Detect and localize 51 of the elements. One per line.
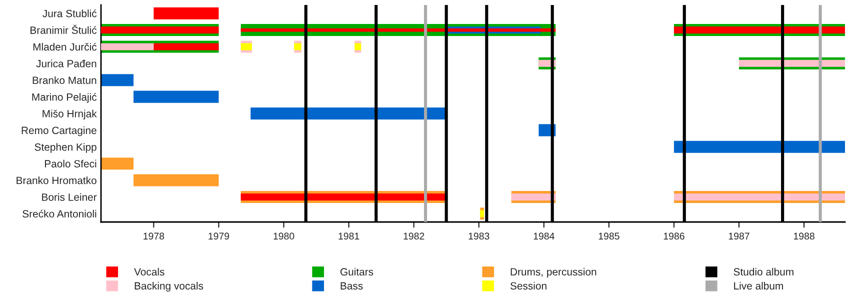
- bar: [294, 43, 302, 50]
- y-tick-label: Marino Pelajić: [32, 92, 97, 103]
- x-tick-label: 1978: [144, 232, 164, 240]
- x-tick-label: 1984: [534, 232, 554, 240]
- bar: [674, 26, 845, 34]
- bar: [101, 43, 154, 50]
- x-tick-label: 1983: [468, 232, 490, 240]
- y-tick-label: Jurica Pađen: [36, 60, 96, 68]
- legend-label: Backing vocals: [134, 282, 204, 292]
- bar: [674, 140, 845, 153]
- x-tick-label: 1988: [794, 232, 814, 240]
- y-tick-label: Boris Leiner: [42, 193, 97, 201]
- y-tick-label: Branimir Štulić: [30, 24, 97, 34]
- x-tick-label: 1981: [338, 232, 360, 240]
- bar: [738, 60, 845, 67]
- y-tick-label: Mladen Jurčić: [33, 42, 97, 51]
- x-tick-label: 1982: [404, 232, 424, 240]
- legend-label: Session: [510, 282, 546, 290]
- bar: [250, 107, 446, 120]
- y-tick-label: Branko Matun: [32, 76, 96, 84]
- bar: [134, 174, 219, 186]
- bar: [101, 158, 134, 170]
- y-tick-label: Mišo Hrnjak: [42, 110, 97, 120]
- bar: [154, 43, 219, 50]
- y-tick-label: Srećko Antonioli: [22, 210, 96, 218]
- bar: [480, 210, 484, 218]
- bar: [101, 26, 219, 34]
- y-tick-label: Paolo Sfeci: [44, 160, 96, 168]
- legend-label: Bass: [340, 282, 363, 290]
- legend-label: Guitars: [340, 268, 374, 276]
- bar: [240, 193, 446, 200]
- legend-label: Studio album: [734, 268, 794, 276]
- legend-label: Drums, percussion: [510, 268, 596, 278]
- bar: [134, 90, 219, 103]
- y-tick-label: Remo Cartagine: [22, 126, 96, 136]
- y-tick-label: Branko Hromatko: [16, 176, 96, 184]
- x-tick-label: 1986: [664, 232, 684, 240]
- x-tick-label: 1979: [208, 232, 230, 240]
- x-tick-label: 1987: [728, 232, 750, 240]
- legend-label: Live album: [734, 282, 783, 290]
- x-tick-label: 1980: [274, 232, 294, 240]
- y-tick-label: Jura Stublić: [42, 9, 97, 18]
- bar: [101, 74, 134, 86]
- y-tick-label: Stephen Kipp: [34, 143, 96, 153]
- legend-label: Vocals: [134, 268, 164, 276]
- bar: [511, 193, 556, 200]
- bar: [354, 43, 362, 50]
- bar: [240, 43, 252, 50]
- x-tick-label: 1985: [598, 232, 620, 240]
- bar: [674, 193, 845, 200]
- bar: [154, 7, 219, 20]
